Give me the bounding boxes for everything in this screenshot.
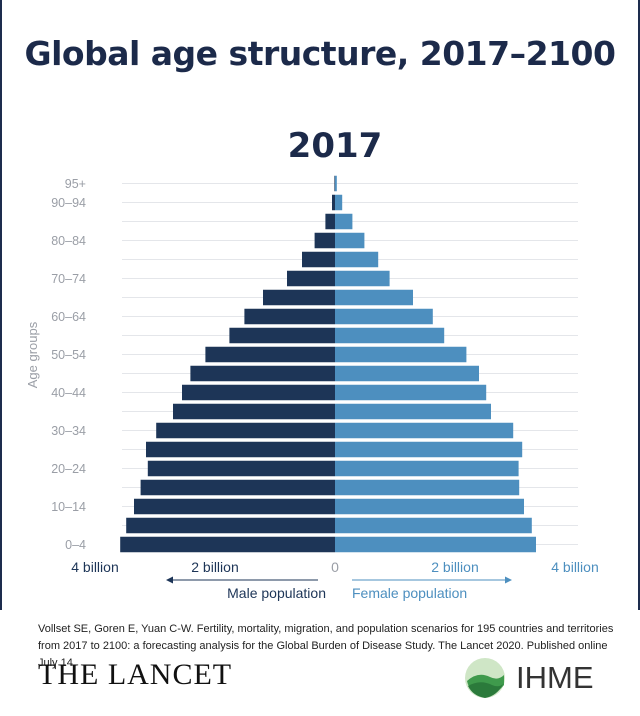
female-bar: [335, 403, 491, 420]
female-population-label: Female population: [352, 585, 467, 601]
x-tick-label: 2 billion: [431, 559, 478, 575]
female-bar: [335, 289, 413, 306]
male-bar: [334, 175, 335, 192]
female-bar: [335, 232, 365, 249]
female-bar: [335, 460, 519, 477]
y-tick-label: 50–54: [51, 348, 86, 362]
male-population-label: Male population: [227, 585, 326, 601]
female-bar: [335, 479, 520, 496]
female-bar: [335, 175, 337, 192]
male-bar: [146, 441, 335, 458]
male-bar: [302, 251, 335, 268]
y-tick-label: 95+: [65, 177, 86, 191]
female-bar: [335, 251, 379, 268]
ihme-globe-icon: [465, 658, 505, 698]
female-bar: [335, 270, 390, 287]
female-arrow-head: [505, 576, 512, 584]
female-bar: [335, 308, 433, 325]
female-bar: [335, 365, 479, 382]
x-tick-label: 4 billion: [551, 559, 598, 575]
female-bar: [335, 536, 536, 553]
y-tick-label: 20–24: [51, 462, 86, 476]
x-tick-label: 2 billion: [191, 559, 238, 575]
year-label: 2017: [287, 126, 383, 166]
female-bar: [335, 422, 514, 439]
x-tick-label: 4 billion: [71, 559, 118, 575]
chart-frame: [0, 0, 640, 610]
ihme-logo-text: IHME: [516, 660, 594, 695]
male-bar: [156, 422, 335, 439]
male-bar: [173, 403, 335, 420]
y-tick-label: 0–4: [65, 538, 86, 552]
female-bar: [335, 213, 353, 230]
y-tick-label: 40–44: [51, 386, 86, 400]
y-tick-label: 80–84: [51, 234, 86, 248]
female-bar: [335, 498, 524, 515]
female-bar: [335, 517, 532, 534]
male-arrow-head: [166, 576, 173, 584]
x-tick-label: 0: [331, 559, 339, 575]
male-bar: [287, 270, 335, 287]
male-bar: [314, 232, 335, 249]
female-bar: [335, 194, 343, 211]
female-bar: [335, 441, 523, 458]
y-axis-title: Age groups: [25, 321, 40, 388]
y-tick-label: 70–74: [51, 272, 86, 286]
male-bar: [229, 327, 335, 344]
female-bar: [335, 327, 445, 344]
male-bar: [182, 384, 335, 401]
y-tick-label: 60–64: [51, 310, 86, 324]
female-bar: [335, 384, 487, 401]
male-bar: [263, 289, 335, 306]
male-bar: [120, 536, 335, 553]
male-bar: [147, 460, 335, 477]
male-bar: [244, 308, 335, 325]
female-bar: [335, 346, 467, 363]
population-pyramid-chart: 0–4 10–14 20–24 30–34 40–44 50–54 60–64 70–74 80…: [25, 175, 599, 601]
male-bar: [205, 346, 335, 363]
chart-title: Global age structure, 2017–2100: [24, 34, 616, 73]
male-bar: [126, 517, 335, 534]
male-bar: [134, 498, 335, 515]
citation-text: Vollset SE, Goren E, Yuan C-W. Fertility…: [38, 623, 614, 669]
male-bar: [332, 194, 335, 211]
male-bar: [140, 479, 335, 496]
y-tick-label: 90–94: [51, 196, 86, 210]
lancet-logo-text: THE LANCET: [38, 658, 233, 691]
y-tick-label: 30–34: [51, 424, 86, 438]
y-tick-label: 10–14: [51, 500, 86, 514]
male-bar: [325, 213, 335, 230]
male-bar: [190, 365, 335, 382]
